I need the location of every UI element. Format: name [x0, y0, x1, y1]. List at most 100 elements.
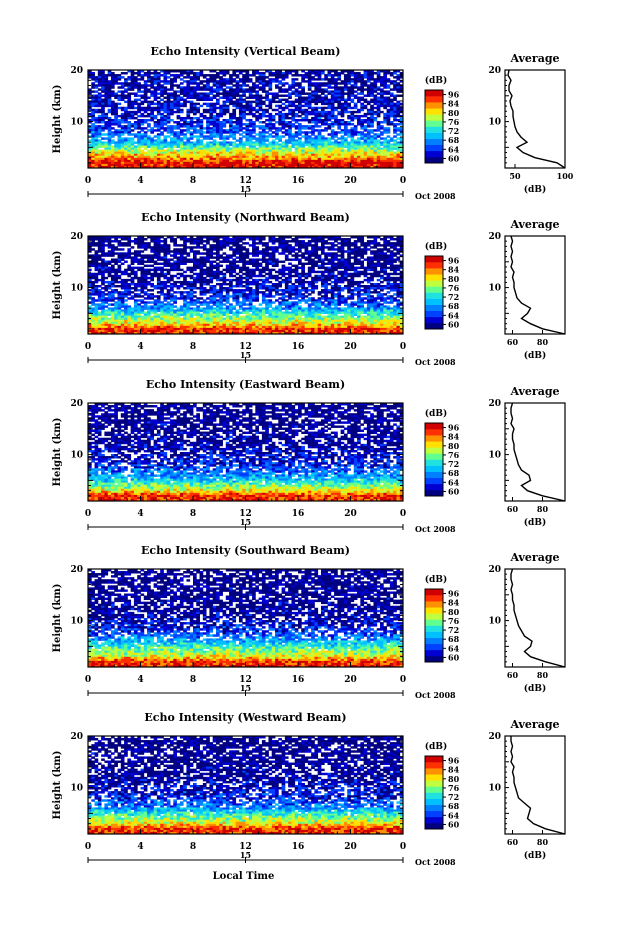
colorbar-swatch	[425, 127, 443, 133]
colorbar-swatch	[425, 157, 443, 163]
heatmap-cell	[383, 131, 387, 133]
heatmap-cell	[219, 248, 223, 250]
heatmap-cell	[331, 125, 335, 127]
heatmap-cell	[111, 271, 115, 273]
heatmap-cell	[196, 267, 200, 269]
heatmap-cell	[180, 111, 184, 113]
heatmap-cell	[160, 240, 164, 242]
heatmap-cell	[206, 74, 210, 76]
heatmap-cell	[252, 131, 256, 133]
heatmap-cell	[357, 80, 361, 82]
heatmap-cell	[173, 127, 177, 129]
heatmap-cell	[324, 246, 328, 248]
heatmap-cell	[209, 256, 213, 258]
heatmap-cell	[134, 127, 138, 129]
heatmap-cell	[393, 88, 397, 90]
heatmap-cell	[295, 121, 299, 123]
heatmap-cell	[357, 123, 361, 125]
heatmap-cell	[380, 244, 384, 246]
heatmap-cell	[170, 133, 174, 135]
heatmap-cell	[291, 146, 295, 148]
heatmap-cell	[180, 125, 184, 127]
heatmap-cell	[314, 103, 318, 105]
heatmap-cell	[157, 92, 161, 94]
heatmap-cell	[150, 131, 154, 133]
heatmap-cell	[154, 109, 158, 111]
heatmap-cell	[219, 72, 223, 74]
heatmap-cell	[347, 135, 351, 137]
average-y-tick-label: 10	[488, 118, 501, 128]
heatmap-cell	[246, 84, 250, 86]
heatmap-cell	[213, 248, 217, 250]
heatmap-cell	[193, 131, 197, 133]
heatmap-cell	[209, 137, 213, 139]
heatmap-cell	[246, 242, 250, 244]
heatmap-cell	[183, 76, 187, 78]
heatmap-cell	[252, 137, 256, 139]
heatmap-cell	[275, 265, 279, 267]
heatmap-cell	[111, 123, 115, 125]
heatmap-cell	[380, 127, 384, 129]
heatmap-cell	[203, 252, 207, 254]
heatmap-cell	[104, 127, 108, 129]
heatmap-cell	[160, 95, 164, 97]
heatmap-cell	[95, 238, 99, 240]
heatmap-cell	[357, 101, 361, 103]
heatmap-cell	[396, 252, 400, 254]
heatmap-cell	[186, 246, 190, 248]
heatmap-cell	[301, 105, 305, 107]
heatmap-cell	[318, 267, 322, 269]
heatmap-cell	[134, 242, 138, 244]
heatmap-cell	[311, 101, 315, 103]
heatmap-cell	[295, 74, 299, 76]
heatmap-cell	[118, 90, 122, 92]
heatmap-cell	[311, 72, 315, 74]
heatmap-cell	[351, 123, 355, 125]
heatmap-cell	[242, 135, 246, 137]
heatmap-cell	[134, 141, 138, 143]
heatmap-cell	[141, 129, 145, 131]
heatmap-cell	[298, 263, 302, 265]
heatmap-cell	[167, 135, 171, 137]
heatmap-cell	[98, 258, 102, 260]
heatmap-cell	[91, 78, 95, 80]
heatmap-cell	[275, 97, 279, 99]
heatmap-cell	[262, 115, 266, 117]
heatmap-cell	[118, 82, 122, 84]
heatmap-cell	[324, 90, 328, 92]
heatmap-cell	[127, 117, 131, 119]
heatmap-cell	[144, 115, 148, 117]
heatmap-cell	[259, 252, 263, 254]
heatmap-cell	[124, 121, 128, 123]
heatmap-cell	[160, 250, 164, 252]
heatmap-cell	[282, 109, 286, 111]
heatmap-cell	[121, 86, 125, 88]
heatmap-cell	[229, 256, 233, 258]
heatmap-cell	[370, 246, 374, 248]
heatmap-cell	[177, 117, 181, 119]
heatmap-cell	[104, 254, 108, 256]
heatmap-cell	[249, 80, 253, 82]
heatmap-cell	[255, 80, 259, 82]
heatmap-cell	[291, 265, 295, 267]
heatmap-cell	[249, 74, 253, 76]
heatmap-cell	[137, 78, 141, 80]
heatmap-cell	[114, 252, 118, 254]
heatmap-cell	[167, 121, 171, 123]
heatmap-cell	[318, 101, 322, 103]
heatmap-cell	[252, 90, 256, 92]
heatmap-cell	[305, 144, 309, 146]
heatmap-cell	[265, 111, 269, 113]
heatmap-cell	[239, 72, 243, 74]
heatmap-cell	[380, 258, 384, 260]
heatmap-cell	[118, 261, 122, 263]
heatmap-cell	[252, 74, 256, 76]
heatmap-cell	[360, 109, 364, 111]
heatmap-cell	[291, 258, 295, 260]
heatmap-cell	[305, 127, 309, 129]
heatmap-cell	[150, 269, 154, 271]
heatmap-cell	[337, 82, 341, 84]
heatmap-cell	[249, 244, 253, 246]
heatmap-cell	[324, 123, 328, 125]
heatmap-cell	[226, 86, 230, 88]
